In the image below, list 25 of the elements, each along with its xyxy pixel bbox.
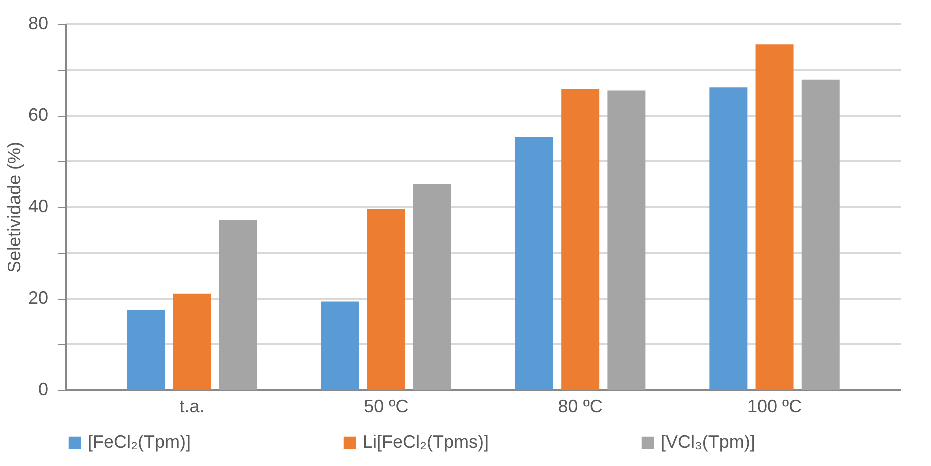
x-tick-label: 50 ºC: [364, 396, 409, 416]
y-tick-label: 0: [38, 380, 48, 400]
y-tick-label: 20: [28, 288, 48, 308]
bar: [173, 294, 212, 390]
bar: [367, 209, 406, 390]
y-axis-title: Seletividade (%): [4, 142, 24, 274]
bar: [756, 44, 794, 390]
legend-label: [FeCl₂(Tpm)]: [88, 432, 191, 452]
y-tick-label: 60: [28, 105, 48, 125]
bar: [219, 220, 258, 390]
x-tick-label: 80 ºC: [558, 396, 603, 416]
x-tick-label: t.a.: [180, 396, 205, 416]
legend-label: [VCl₃(Tpm)]: [661, 432, 756, 452]
x-tick-label: 100 ºC: [747, 396, 802, 416]
y-tick-label: 40: [28, 196, 48, 216]
bar: [127, 310, 166, 390]
bar: [414, 184, 452, 390]
bar: [608, 90, 646, 390]
legend-label: Li[FeCl₂(Tpms)]: [363, 432, 489, 452]
bar: [802, 80, 840, 390]
bar: [710, 88, 748, 390]
bar: [562, 89, 600, 390]
bar: [515, 137, 554, 390]
y-tick-label: 80: [28, 14, 48, 34]
bar: [321, 302, 360, 390]
